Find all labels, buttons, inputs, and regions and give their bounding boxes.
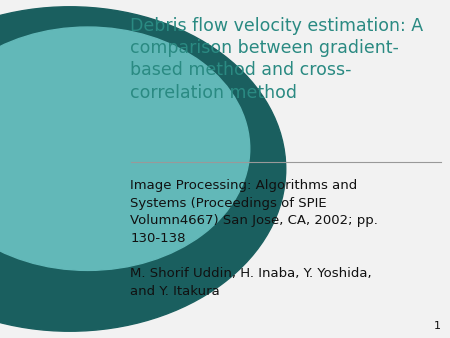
Circle shape xyxy=(0,7,286,331)
Text: Debris flow velocity estimation: A
comparison between gradient-
based method and: Debris flow velocity estimation: A compa… xyxy=(130,17,423,101)
Text: Image Processing: Algorithms and
Systems (Proceedings of SPIE
Volumn4667) San Jo: Image Processing: Algorithms and Systems… xyxy=(130,179,378,245)
Text: M. Shorif Uddin, H. Inaba, Y. Yoshida,
and Y. Itakura: M. Shorif Uddin, H. Inaba, Y. Yoshida, a… xyxy=(130,267,372,297)
Circle shape xyxy=(0,27,250,270)
Text: 1: 1 xyxy=(434,321,441,331)
